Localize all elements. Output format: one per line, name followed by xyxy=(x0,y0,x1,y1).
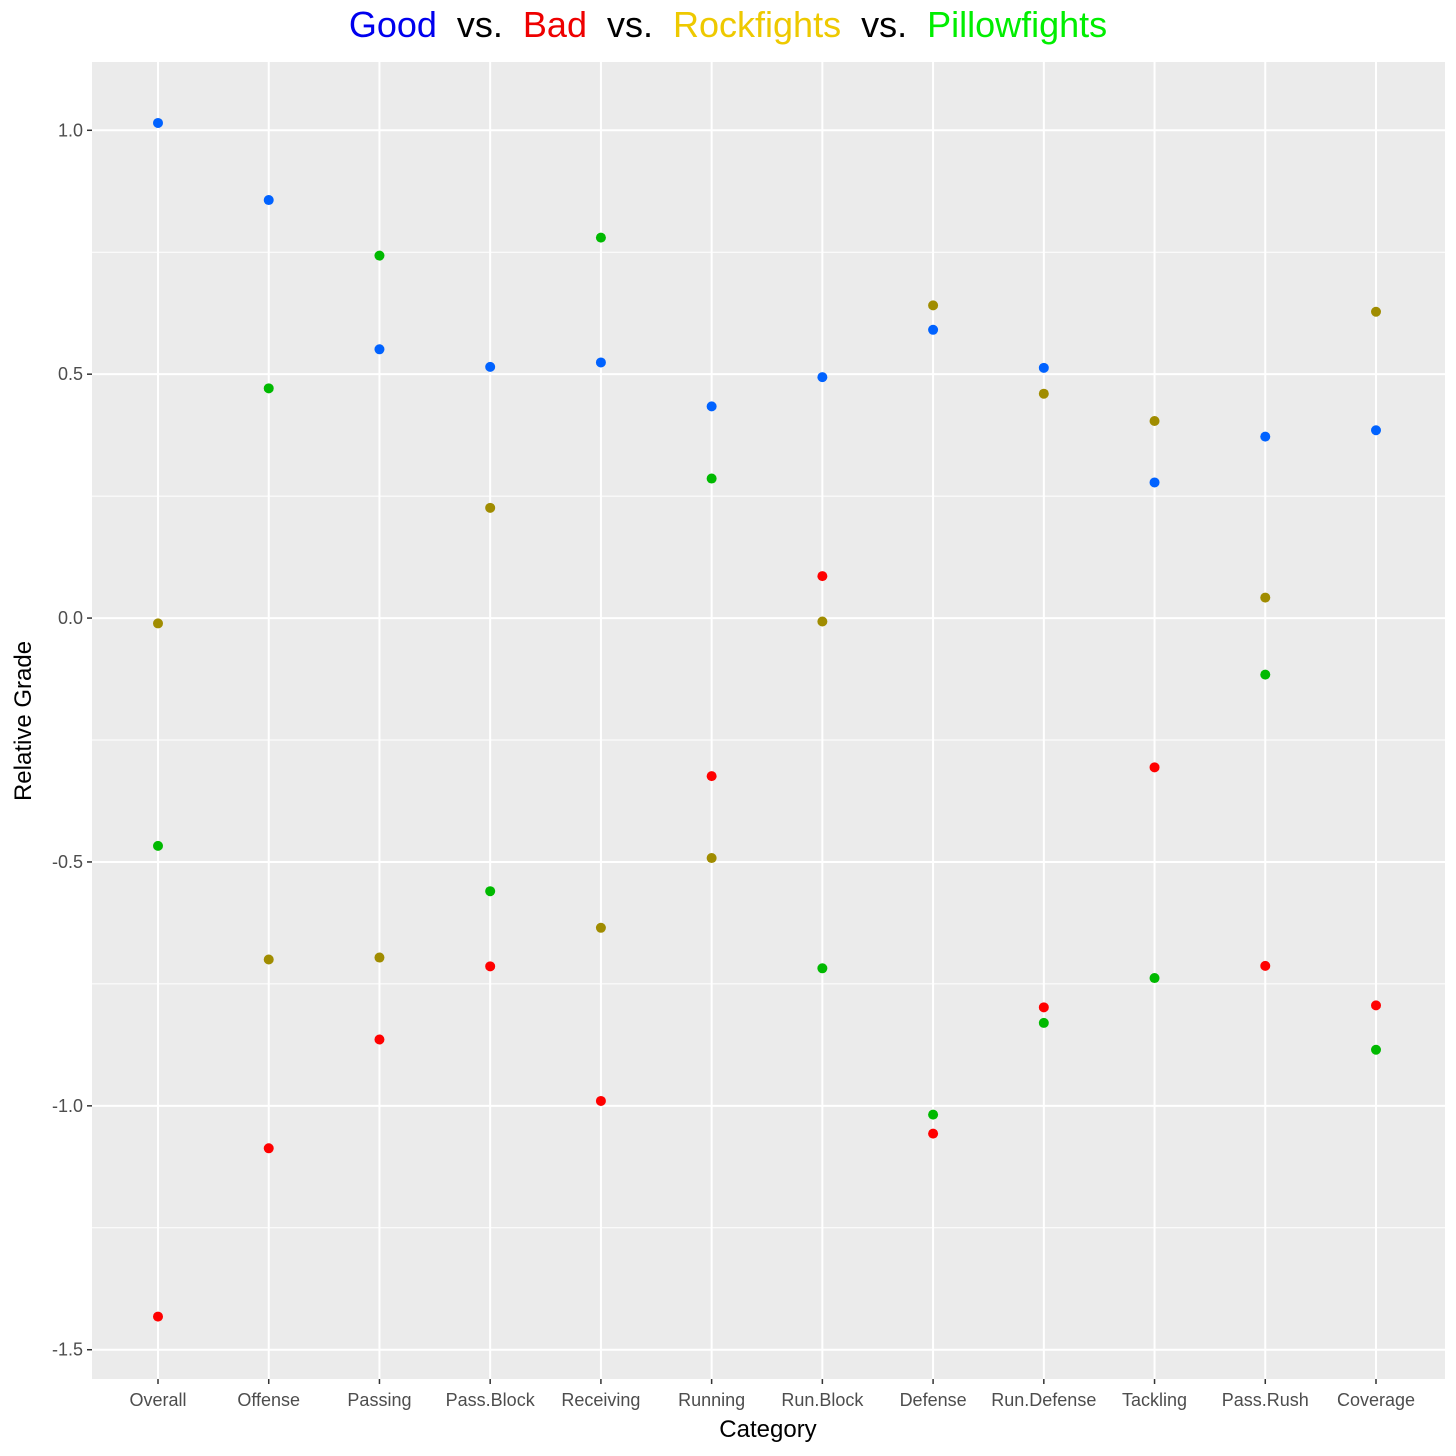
data-point xyxy=(485,961,496,972)
data-point xyxy=(1260,431,1271,442)
plot-panel xyxy=(92,62,1445,1379)
y-tick-label: -1.5 xyxy=(52,1340,83,1360)
data-point xyxy=(706,401,717,412)
x-tick-label: Offense xyxy=(237,1390,300,1410)
title-vs-2: vs. xyxy=(606,4,653,45)
data-point xyxy=(153,1311,163,1322)
data-point xyxy=(595,357,606,368)
data-point xyxy=(1260,960,1271,971)
data-point xyxy=(1260,592,1271,603)
data-point xyxy=(263,195,274,206)
data-point xyxy=(374,250,385,261)
data-point xyxy=(263,383,274,394)
data-point xyxy=(1149,973,1160,984)
data-point xyxy=(374,344,385,355)
title-vs-1: vs. xyxy=(456,4,503,45)
data-point xyxy=(706,473,717,484)
data-point xyxy=(928,300,939,311)
title-bad: Bad xyxy=(522,4,587,45)
data-point xyxy=(485,886,496,897)
data-point xyxy=(1371,425,1381,436)
data-point xyxy=(1149,416,1160,427)
y-tick-label: -0.5 xyxy=(52,852,83,872)
title-pillowfights: Pillowfights xyxy=(927,4,1108,45)
data-point xyxy=(817,963,828,974)
x-tick-label: Pass.Block xyxy=(446,1390,536,1410)
data-point xyxy=(595,1095,606,1106)
data-points xyxy=(153,117,1381,1322)
data-point xyxy=(595,922,606,933)
title-rockfights: Rockfights xyxy=(673,4,842,45)
x-tick-label: Run.Block xyxy=(781,1390,864,1410)
data-point xyxy=(1371,1044,1381,1055)
data-point xyxy=(1371,306,1381,317)
x-axis: Overall Offense Passing Pass.Block Receiving… xyxy=(129,1379,1415,1410)
y-tick-label: 0.0 xyxy=(58,608,83,628)
data-point xyxy=(706,771,717,782)
data-point xyxy=(485,502,496,513)
data-point xyxy=(1371,1000,1381,1011)
data-point xyxy=(1038,1017,1049,1028)
y-tick-label: 0.5 xyxy=(58,364,83,384)
data-point xyxy=(1260,669,1271,680)
data-point xyxy=(1149,477,1160,488)
x-tick-label: Pass.Rush xyxy=(1222,1390,1309,1410)
data-point xyxy=(1149,762,1160,773)
data-point xyxy=(1038,1002,1049,1013)
data-point xyxy=(1038,388,1049,399)
data-point xyxy=(374,1034,385,1045)
x-tick-label: Running xyxy=(678,1390,745,1410)
data-point xyxy=(817,616,828,627)
data-point xyxy=(153,618,163,629)
data-point xyxy=(595,232,606,243)
y-tick-label: 1.0 xyxy=(58,120,83,140)
title-vs-3: vs. xyxy=(861,4,908,45)
x-tick-label: Run.Defense xyxy=(991,1390,1096,1410)
grid-lines xyxy=(92,62,1445,1379)
data-point xyxy=(928,1109,939,1120)
y-tick-label: -1.0 xyxy=(52,1096,83,1116)
data-point xyxy=(153,117,163,128)
data-point xyxy=(485,361,496,372)
x-tick-label: Defense xyxy=(900,1390,967,1410)
y-axis-title: Relative Grade xyxy=(10,641,37,801)
data-point xyxy=(263,954,274,965)
x-tick-label: Overall xyxy=(129,1390,186,1410)
data-point xyxy=(263,1143,274,1154)
data-point xyxy=(817,372,828,383)
x-tick-label: Passing xyxy=(347,1390,411,1410)
data-point xyxy=(1038,362,1049,373)
chart-title: Good vs. Bad vs. Rockfights vs. Pillowfights xyxy=(0,4,1456,46)
data-point xyxy=(706,853,717,864)
data-point xyxy=(817,571,828,582)
data-point xyxy=(928,1128,939,1139)
x-tick-label: Coverage xyxy=(1337,1390,1415,1410)
data-point xyxy=(928,324,939,335)
title-good: Good xyxy=(348,4,437,45)
data-point xyxy=(374,952,385,963)
y-axis: -1.5 -1.0 -0.5 0.0 0.5 1.0 xyxy=(52,120,92,1360)
x-tick-label: Receiving xyxy=(561,1390,640,1410)
x-tick-label: Tackling xyxy=(1122,1390,1187,1410)
data-point xyxy=(153,840,163,851)
x-axis-title: Category xyxy=(719,1416,816,1443)
